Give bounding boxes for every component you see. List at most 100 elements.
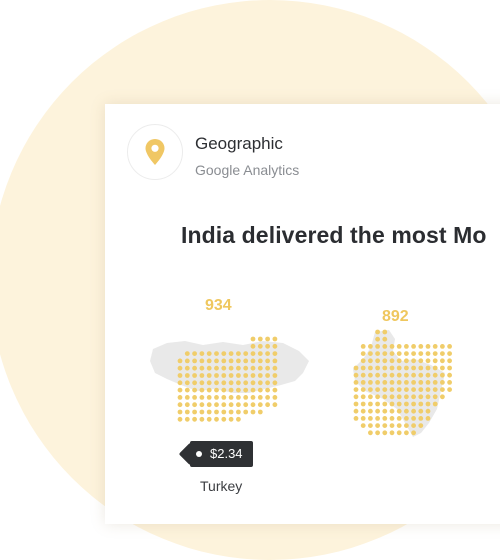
map-dot bbox=[199, 358, 205, 364]
map-dot bbox=[228, 395, 234, 400]
map-dot bbox=[432, 351, 438, 356]
map-dot bbox=[440, 394, 445, 400]
map-dot bbox=[411, 401, 416, 407]
map-dot bbox=[257, 351, 263, 356]
map-dot bbox=[353, 380, 359, 385]
map-dot bbox=[192, 409, 197, 415]
map-dot bbox=[272, 351, 278, 356]
map-dot bbox=[250, 343, 256, 349]
map-dot bbox=[375, 423, 380, 428]
map-dot bbox=[368, 358, 373, 364]
map-dot bbox=[184, 409, 190, 415]
map-dot bbox=[257, 380, 263, 386]
map-dot bbox=[221, 409, 227, 415]
map-dot bbox=[236, 373, 241, 378]
map-dot bbox=[418, 387, 424, 392]
map-dot bbox=[177, 365, 183, 371]
second-country-map bbox=[353, 329, 452, 437]
map-dot bbox=[265, 351, 270, 356]
map-dot bbox=[184, 402, 190, 408]
map-dot bbox=[389, 430, 395, 436]
map-dot bbox=[396, 394, 402, 400]
map-dot bbox=[411, 423, 416, 428]
map-dot bbox=[257, 387, 263, 393]
map-dot bbox=[418, 351, 424, 356]
map-dot bbox=[236, 351, 241, 356]
map-dot bbox=[404, 408, 409, 414]
map-dot bbox=[228, 402, 234, 408]
map-dot bbox=[382, 416, 388, 421]
map-dot bbox=[404, 387, 409, 392]
map-dot bbox=[250, 373, 256, 378]
map-dot bbox=[418, 344, 424, 349]
map-dot bbox=[243, 373, 249, 378]
map-dot bbox=[375, 365, 380, 371]
map-dot bbox=[236, 365, 241, 371]
map-dot bbox=[447, 380, 452, 385]
map-dot bbox=[404, 344, 409, 349]
map-dot bbox=[404, 351, 409, 356]
map-dot bbox=[396, 344, 402, 349]
map-dot bbox=[257, 336, 263, 342]
map-dot bbox=[411, 372, 416, 378]
map-dot bbox=[404, 423, 409, 428]
map-dot bbox=[425, 372, 431, 378]
map-dot bbox=[221, 416, 227, 422]
map-dot bbox=[184, 351, 190, 356]
map-dot bbox=[396, 351, 402, 356]
map-dot bbox=[425, 351, 431, 356]
map-dot bbox=[360, 365, 366, 371]
map-dot bbox=[360, 416, 366, 421]
map-dot bbox=[184, 380, 190, 386]
map-dot bbox=[250, 358, 256, 364]
map-dot bbox=[214, 365, 219, 371]
map-dot bbox=[199, 395, 205, 400]
map-dot bbox=[360, 401, 366, 407]
map-dot bbox=[375, 329, 380, 335]
map-dot bbox=[440, 344, 445, 349]
map-dot bbox=[221, 395, 227, 400]
map-dot bbox=[214, 387, 219, 393]
map-dot bbox=[425, 416, 431, 421]
map-dot bbox=[404, 401, 409, 407]
map-dot bbox=[375, 430, 380, 436]
map-dot bbox=[447, 372, 452, 378]
map-dot bbox=[221, 358, 227, 364]
map-dot bbox=[199, 387, 205, 393]
map-dot bbox=[221, 373, 227, 378]
map-dot bbox=[221, 365, 227, 371]
map-dot bbox=[404, 358, 409, 364]
map-dot bbox=[432, 358, 438, 364]
map-dot bbox=[353, 372, 359, 378]
map-dot bbox=[177, 358, 183, 364]
map-dot bbox=[425, 387, 431, 392]
map-dot bbox=[177, 387, 183, 393]
map-dot bbox=[411, 394, 416, 400]
map-dot bbox=[192, 373, 197, 378]
map-dot bbox=[184, 358, 190, 364]
map-dot bbox=[250, 395, 256, 400]
map-dot bbox=[214, 358, 219, 364]
map-dot bbox=[236, 409, 241, 415]
map-dot bbox=[382, 423, 388, 428]
map-dot bbox=[425, 344, 431, 349]
map-dot bbox=[440, 372, 445, 378]
geographic-card: Geographic Google Analytics India delive… bbox=[105, 104, 500, 524]
map-dot bbox=[389, 408, 395, 414]
map-dot bbox=[206, 409, 212, 415]
map-dot bbox=[360, 344, 366, 349]
map-dot bbox=[375, 387, 380, 392]
price-tag-hole bbox=[196, 451, 202, 457]
map-dot bbox=[382, 351, 388, 356]
map-dot bbox=[447, 387, 452, 392]
map-dot bbox=[360, 358, 366, 364]
map-dot bbox=[432, 380, 438, 385]
map-dot bbox=[221, 402, 227, 408]
map-dot bbox=[418, 372, 424, 378]
map-dot bbox=[418, 416, 424, 421]
map-dot bbox=[236, 387, 241, 393]
map-dot bbox=[272, 336, 278, 342]
map-dot bbox=[411, 380, 416, 385]
map-dot bbox=[206, 373, 212, 378]
map-dot bbox=[389, 372, 395, 378]
